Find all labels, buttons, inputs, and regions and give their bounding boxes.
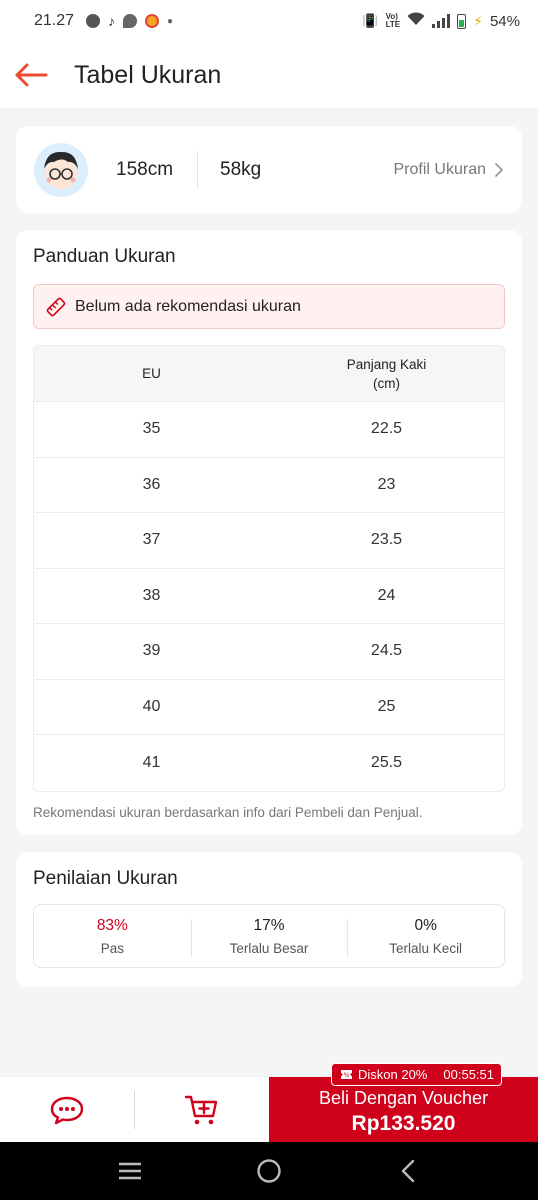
recommendation-banner: Belum ada rekomendasi ukuran [33, 284, 505, 329]
table-row: 38 24 [34, 569, 504, 624]
size-rating-card: Penilaian Ukuran 83% Pas 17% Terlalu Bes… [16, 852, 522, 987]
voucher-discount: Diskon 20% [358, 1067, 428, 1082]
rating-fit-label: Pas [100, 940, 124, 956]
bottom-action-bar: Beli Dengan Voucher Rp133.520 [0, 1076, 538, 1143]
voucher-ticket-icon: % [341, 1070, 352, 1079]
rating-too-big-label: Terlalu Besar [229, 940, 309, 956]
eu-size-cell: 37 [142, 531, 161, 549]
shopee-icon [145, 14, 160, 28]
table-body: 35 22.5 36 23 37 23.5 38 24 39 24.5 40 25 41 25.5 [34, 402, 504, 791]
weight-value: 58kg [220, 158, 262, 180]
size-table: EU Panjang Kaki (cm) 35 22.5 36 23 37 23.5 38 2… [33, 345, 505, 792]
more-notifications-icon: ● [167, 15, 174, 27]
table-row: 40 25 [34, 680, 504, 735]
add-to-cart-button[interactable] [135, 1077, 269, 1143]
rating-too-small: 0% Terlalu Kecil [347, 916, 504, 957]
ruler-icon [46, 297, 66, 316]
foot-length-header-text: Panjang Kaki (cm) [346, 356, 427, 391]
rating-too-small-label: Terlalu Kecil [389, 940, 463, 956]
rating-fit: 83% Pas [34, 917, 191, 956]
size-footnote: Rekomendasi ukuran berdasarkan info dari… [33, 804, 423, 820]
profile-size-label: Profil Ukuran [393, 160, 486, 178]
divider [197, 150, 199, 189]
table-row: 39 24.5 [34, 624, 504, 680]
page-title: Tabel Ukuran [74, 60, 222, 89]
eu-size-cell: 38 [142, 586, 161, 604]
avatar [34, 142, 88, 197]
svg-text:%: % [344, 1072, 350, 1079]
eu-size-cell: 41 [142, 753, 161, 771]
pinterest-icon [86, 14, 101, 28]
app-header: Tabel Ukuran [0, 42, 538, 108]
foot-length-cell: 24 [377, 586, 396, 604]
back-arrow-icon [15, 63, 48, 87]
recent-apps-button[interactable] [100, 1151, 160, 1191]
buy-with-voucher-button[interactable]: Beli Dengan Voucher Rp133.520 [269, 1077, 538, 1143]
tiktok-icon: ♪ [108, 13, 116, 29]
rating-summary: 83% Pas 17% Terlalu Besar 0% Terlalu Kec… [33, 904, 505, 968]
add-to-cart-icon [184, 1095, 218, 1125]
voucher-badge: % Diskon 20% 00:55:51 [331, 1063, 502, 1086]
system-back-button[interactable] [378, 1151, 438, 1191]
battery-icon [457, 13, 467, 29]
status-time: 21.27 [34, 12, 75, 29]
divider [134, 1091, 135, 1129]
table-row: 35 22.5 [34, 402, 504, 458]
home-button[interactable] [239, 1151, 299, 1191]
eu-size-cell: 40 [142, 697, 161, 715]
table-header: EU Panjang Kaki (cm) [34, 346, 504, 402]
system-nav-bar [0, 1142, 538, 1200]
chat-icon [50, 1096, 84, 1125]
buy-label: Beli Dengan Voucher [318, 1088, 489, 1108]
chevron-right-icon [495, 162, 503, 177]
column-header-eu: EU [142, 366, 161, 381]
foot-length-cell: 25.5 [370, 753, 403, 771]
recommendation-text: Belum ada rekomendasi ukuran [75, 297, 301, 315]
size-guide-card: Panduan Ukuran Belum ada rekomendasi uku… [16, 230, 522, 835]
home-circle-icon [257, 1159, 281, 1183]
column-header-foot-length: Panjang Kaki (cm) [269, 346, 504, 401]
chevron-left-icon [402, 1159, 415, 1183]
rating-too-small-percent: 0% [414, 916, 437, 934]
foot-length-cell: 23 [377, 475, 396, 493]
signal-icon [432, 14, 451, 28]
rating-too-big: 17% Terlalu Besar [190, 916, 348, 957]
chat-button[interactable] [0, 1077, 134, 1143]
buy-price: Rp133.520 [351, 1112, 456, 1135]
rating-too-big-percent: 17% [253, 916, 285, 934]
profile-size-link[interactable]: Profil Ukuran [394, 161, 504, 179]
table-row: 36 23 [34, 458, 504, 513]
back-button[interactable] [0, 42, 66, 108]
charging-icon: ⚡ [473, 12, 483, 29]
rating-fit-percent: 83% [96, 916, 128, 934]
eu-size-cell: 35 [142, 420, 161, 438]
size-guide-title: Panduan Ukuran [33, 246, 176, 267]
voucher-timer: 00:55:51 [443, 1067, 494, 1082]
menu-icon [118, 1162, 141, 1180]
foot-length-cell: 23.5 [370, 531, 403, 549]
profile-card: 158cm 58kg Profil Ukuran [16, 126, 522, 213]
eu-size-cell: 39 [142, 642, 161, 660]
status-bar: 21.27 ♪ ● 📳 Vo) LTE ⚡ 54% [0, 0, 538, 42]
app-icon [123, 14, 138, 28]
size-rating-title: Penilaian Ukuran [33, 868, 178, 889]
battery-percent: 54% [489, 12, 520, 30]
table-row: 41 25.5 [34, 735, 504, 791]
vibrate-icon: 📳 [362, 13, 379, 28]
foot-length-cell: 24.5 [370, 642, 403, 660]
eu-size-cell: 36 [142, 475, 161, 493]
wifi-icon [407, 12, 425, 30]
volte-icon: Vo) LTE [385, 12, 401, 29]
foot-length-cell: 25 [377, 697, 396, 715]
foot-length-cell: 22.5 [370, 420, 403, 438]
height-value: 158cm [116, 158, 174, 180]
table-row: 37 23.5 [34, 513, 504, 569]
